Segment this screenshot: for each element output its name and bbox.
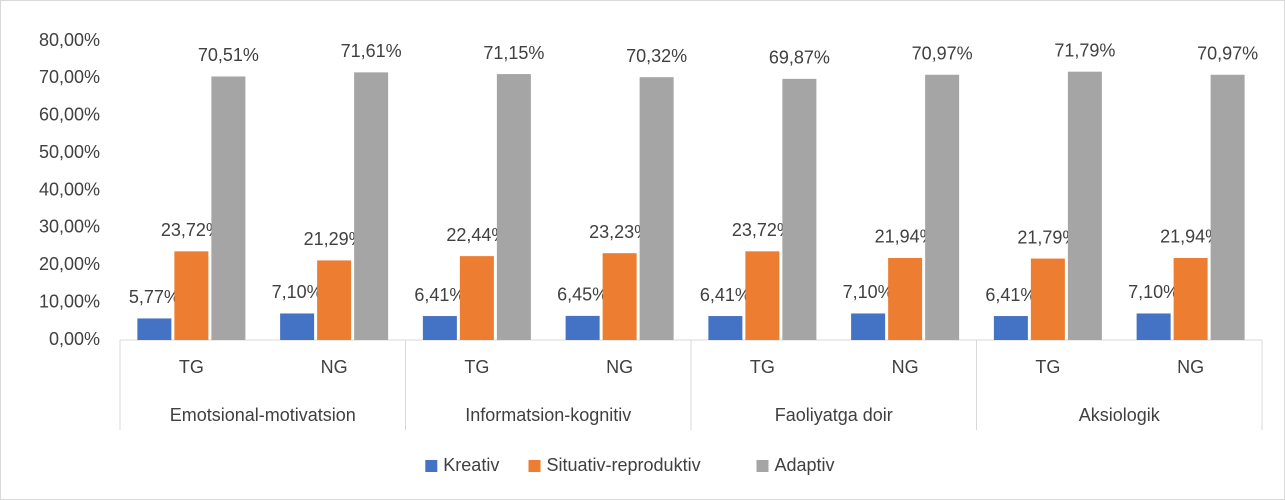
data-label: 5,77% [129, 287, 180, 307]
data-label: 21,79% [1017, 227, 1078, 247]
data-label: 23,72% [732, 220, 793, 240]
y-tick-label: 30,00% [39, 217, 100, 237]
bar [993, 316, 1028, 340]
bar [1173, 257, 1208, 340]
bar [708, 316, 743, 340]
y-tick-label: 70,00% [39, 67, 100, 87]
data-label: 71,15% [483, 43, 544, 63]
bar [496, 74, 531, 340]
bar [1067, 71, 1102, 340]
legend-swatch [528, 460, 541, 472]
data-label: 6,41% [414, 285, 465, 305]
data-label: 69,87% [769, 48, 830, 68]
y-tick-label: 50,00% [39, 142, 100, 162]
data-label: 71,79% [1054, 40, 1115, 60]
bar [782, 78, 817, 341]
bar [639, 77, 674, 340]
x-tick-label: NG [321, 357, 348, 377]
bar [745, 251, 780, 340]
bar [1030, 258, 1065, 340]
legend-swatch [425, 460, 438, 472]
data-label: 22,44% [446, 225, 507, 245]
y-tick-label: 20,00% [39, 254, 100, 274]
legend-swatch [756, 460, 769, 472]
y-tick-label: 60,00% [39, 105, 100, 125]
group-label: Informatsion-kognitiv [465, 405, 631, 425]
y-tick-label: 10,00% [39, 291, 100, 311]
legend-label: Adaptiv [775, 455, 835, 475]
bar [280, 313, 315, 340]
data-label: 70,97% [1197, 43, 1258, 63]
group-label: Emotsional-motivatsion [170, 405, 356, 425]
bar [137, 318, 172, 340]
group-label: Aksiologik [1079, 405, 1161, 425]
bar [851, 313, 886, 340]
y-tick-label: 80,00% [39, 30, 100, 50]
group-label: Faoliyatga doir [775, 405, 893, 425]
data-label: 7,10% [272, 282, 323, 302]
data-label: 6,41% [700, 285, 751, 305]
bar [602, 253, 637, 340]
bar [422, 316, 457, 340]
data-label: 70,97% [912, 43, 973, 63]
y-tick-label: 0,00% [49, 329, 100, 349]
data-label: 70,51% [198, 45, 259, 65]
x-tick-label: NG [606, 357, 633, 377]
bar [1136, 313, 1171, 340]
bar [888, 257, 923, 340]
data-label: 21,29% [304, 229, 365, 249]
legend-label: Situativ-reproduktiv [547, 455, 701, 475]
x-tick-label: TG [750, 357, 775, 377]
x-tick-label: NG [892, 357, 919, 377]
x-tick-label: NG [1177, 357, 1204, 377]
data-label: 70,32% [626, 46, 687, 66]
x-tick-label: TG [464, 357, 489, 377]
data-label: 71,61% [341, 41, 402, 61]
x-tick-label: TG [1035, 357, 1060, 377]
data-label: 6,41% [985, 285, 1036, 305]
legend-label: Kreativ [443, 455, 499, 475]
x-tick-label: TG [179, 357, 204, 377]
bar [354, 72, 389, 340]
bar [211, 76, 246, 340]
data-label: 23,72% [161, 220, 222, 240]
data-label: 6,45% [557, 285, 608, 305]
bar [317, 260, 352, 340]
data-label: 21,94% [875, 227, 936, 247]
data-label: 23,23% [589, 222, 650, 242]
bar [925, 74, 960, 340]
data-label: 7,10% [1128, 282, 1179, 302]
bar [174, 251, 209, 340]
bar [565, 315, 600, 340]
y-tick-label: 40,00% [39, 179, 100, 199]
data-label: 21,94% [1160, 227, 1221, 247]
bar [1210, 74, 1245, 340]
bar [459, 256, 494, 340]
data-label: 7,10% [843, 282, 894, 302]
